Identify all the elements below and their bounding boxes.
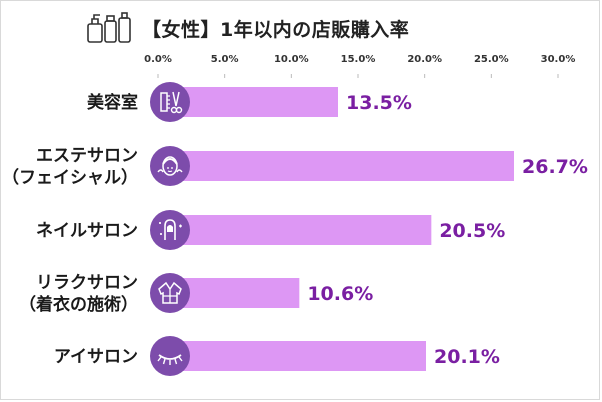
category-label: リラクサロン: [36, 273, 138, 293]
nail-icon: [150, 210, 190, 250]
value-label: 20.1%: [434, 346, 500, 368]
category-label: エステサロン: [36, 146, 138, 166]
bars: 美容室 13.5% エステサロン（フェイシャル） 26.7% ネイルサロン 20.5% リラ…: [2, 82, 588, 376]
bar: [158, 151, 514, 181]
scissors-comb-icon: [150, 82, 190, 122]
x-tick-label: 30.0%: [541, 54, 576, 65]
value-label: 10.6%: [307, 283, 373, 305]
bar: [158, 341, 426, 371]
x-tick-label: 15.0%: [341, 54, 376, 65]
category-label: 美容室: [87, 92, 138, 113]
eyelash-icon: [150, 336, 190, 376]
x-tick-label: 25.0%: [474, 54, 509, 65]
value-label: 26.7%: [522, 156, 588, 178]
bar: [158, 215, 432, 245]
category-label: ネイルサロン: [36, 221, 138, 241]
x-tick-label: 10.0%: [274, 54, 309, 65]
bottles-icon: [86, 12, 134, 44]
robe-icon: [150, 273, 190, 313]
category-label: アイサロン: [54, 347, 138, 367]
chart-title: 【女性】1年以内の店販購入率: [142, 18, 410, 41]
category-label: （フェイシャル）: [2, 167, 138, 188]
x-tick-label: 20.0%: [407, 54, 442, 65]
x-tick-label: 0.0%: [144, 54, 172, 65]
x-tick-label: 5.0%: [211, 54, 239, 65]
value-label: 13.5%: [346, 92, 412, 114]
face-mask-icon: [150, 146, 190, 186]
category-label: （着衣の施術）: [19, 294, 138, 315]
title-row: 【女性】1年以内の店販購入率: [86, 10, 409, 46]
value-label: 20.5%: [439, 220, 505, 242]
x-axis: 0.0% 5.0% 10.0% 15.0% 20.0% 25.0% 30.0%: [144, 54, 575, 78]
